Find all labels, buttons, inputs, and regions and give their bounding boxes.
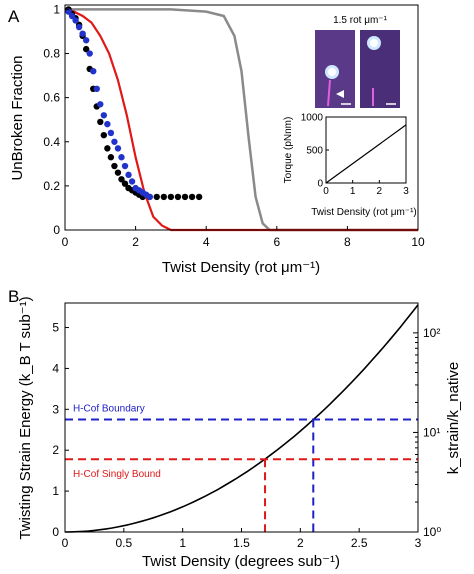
- x-tick-label: 1.5: [233, 536, 250, 550]
- panel-b-y-axis-label: Twisting Strain Energy (k_B T sub⁻¹): [17, 296, 34, 539]
- blue-data-point: [72, 17, 79, 24]
- panel-a-y-axis-label: UnBroken Fraction: [9, 55, 26, 180]
- torque-line: [325, 124, 407, 184]
- micrograph-label: 1.5 rot μm⁻¹: [333, 15, 387, 26]
- x-tick-label: 1: [179, 536, 186, 550]
- x-tick-label: 0: [62, 536, 69, 550]
- black-data-point: [107, 154, 115, 161]
- blue-data-point: [111, 138, 118, 145]
- y-tick-label: 0.2: [43, 179, 60, 193]
- x-tick-label: 6: [273, 235, 280, 249]
- black-data-point: [195, 193, 203, 201]
- x-tick-label: 8: [344, 235, 351, 249]
- blue-data-point: [125, 171, 132, 179]
- black-data-point: [100, 131, 108, 139]
- boundary-label: H-Cof Boundary: [73, 404, 145, 415]
- y-tick-label: 0: [52, 525, 59, 539]
- black-data-point: [174, 193, 182, 201]
- y-tick-label: 2: [52, 443, 59, 457]
- blue-data-point: [128, 178, 136, 185]
- right-tick-label: 10⁰: [423, 525, 441, 539]
- blue-data-point: [86, 50, 93, 57]
- x-tick-label: 2.5: [351, 536, 368, 550]
- blue-data-point: [121, 162, 129, 170]
- red-fit-line: [64, 8, 418, 232]
- black-data-point: [160, 193, 168, 201]
- x-tick-label: 4: [203, 235, 210, 249]
- blue-data-point: [107, 129, 115, 137]
- panel-b-letter: B: [8, 287, 19, 306]
- panel-a-frame: [64, 4, 419, 231]
- black-data-point: [121, 180, 129, 187]
- panel-a-letter: A: [8, 7, 20, 26]
- micrograph-right: [360, 30, 400, 108]
- x-tick-label: 10: [411, 235, 425, 249]
- black-data-point: [188, 193, 196, 201]
- x-tick-label: 0.5: [115, 536, 132, 550]
- panel-b-right-axis-label: k_strain/k_native: [445, 362, 462, 475]
- panel-b-x-axis-label: Twist Density (degrees sub⁻¹): [142, 553, 340, 570]
- strain-energy-curve: [64, 304, 419, 533]
- black-data-point: [153, 193, 160, 201]
- panel-a-plot: 0 2 4 6 8 1000.20.40.60.81: [43, 2, 425, 249]
- blue-data-point: [82, 37, 90, 44]
- inset-y-tick-label: 500: [306, 146, 323, 157]
- x-tick-label: 2: [132, 235, 139, 249]
- right-tick-label: 10¹: [423, 425, 440, 439]
- blue-data-point: [90, 67, 97, 75]
- y-tick-label: 0: [53, 223, 60, 237]
- black-data-point: [111, 162, 118, 170]
- y-tick-label: 0.8: [43, 47, 60, 61]
- inset-y-tick-label: 0: [317, 179, 323, 190]
- black-data-point: [97, 118, 104, 126]
- blue-data-point: [104, 120, 111, 128]
- right-tick-label: 10²: [423, 326, 440, 340]
- blue-data-point: [93, 85, 100, 93]
- black-data-point: [167, 193, 175, 201]
- torque-inset-x-label: Twist Density (rot μm⁻¹): [311, 207, 417, 218]
- micrograph-left: [315, 30, 355, 108]
- black-data-point: [114, 169, 122, 176]
- blue-data-point: [79, 30, 86, 37]
- black-data-point: [118, 176, 125, 183]
- y-tick-label: 0.6: [43, 91, 60, 105]
- black-data-point: [104, 145, 111, 152]
- blue-data-point: [97, 101, 104, 108]
- x-tick-label: 3: [415, 536, 422, 550]
- blue-data-point: [65, 8, 72, 15]
- inset-y-tick-label: 1000: [301, 113, 324, 124]
- black-data-point: [82, 45, 90, 53]
- blue-data-point: [100, 112, 108, 119]
- blue-data-point: [75, 23, 83, 31]
- panel-b-plot: H-Cof Boundary H-Cof Singly Bound 0 0.5 1 1.…: [52, 302, 441, 550]
- blue-data-point: [118, 154, 125, 161]
- panel-b-frame: [64, 302, 419, 533]
- y-tick-label: 1: [53, 2, 60, 16]
- inset-x-tick-label: 3: [403, 186, 409, 197]
- inset-x-tick-label: 1: [350, 186, 356, 197]
- inset-x-tick-label: 2: [377, 186, 383, 197]
- y-tick-label: 0.4: [43, 135, 60, 149]
- x-tick-label: 2: [297, 536, 304, 550]
- black-data-point: [181, 193, 189, 201]
- x-tick-label: 0: [62, 235, 69, 249]
- panel-a-x-axis-label: Twist Density (rot μm⁻¹): [162, 259, 320, 276]
- boundary-label: H-Cof Singly Bound: [73, 469, 161, 480]
- torque-inset-plot: 0 1 2 3 0 500 1000: [301, 113, 409, 198]
- y-tick-label: 3: [52, 402, 59, 416]
- y-tick-label: 4: [52, 361, 59, 375]
- arrowhead-icon: [336, 90, 344, 98]
- y-tick-label: 5: [52, 321, 59, 335]
- inset-x-tick-label: 0: [323, 186, 329, 197]
- blue-data-point: [68, 12, 76, 20]
- y-tick-label: 1: [52, 484, 59, 498]
- torque-inset-y-label: Torque (pNnm): [283, 117, 294, 184]
- blue-data-point: [146, 193, 153, 201]
- blue-data-point: [114, 145, 122, 152]
